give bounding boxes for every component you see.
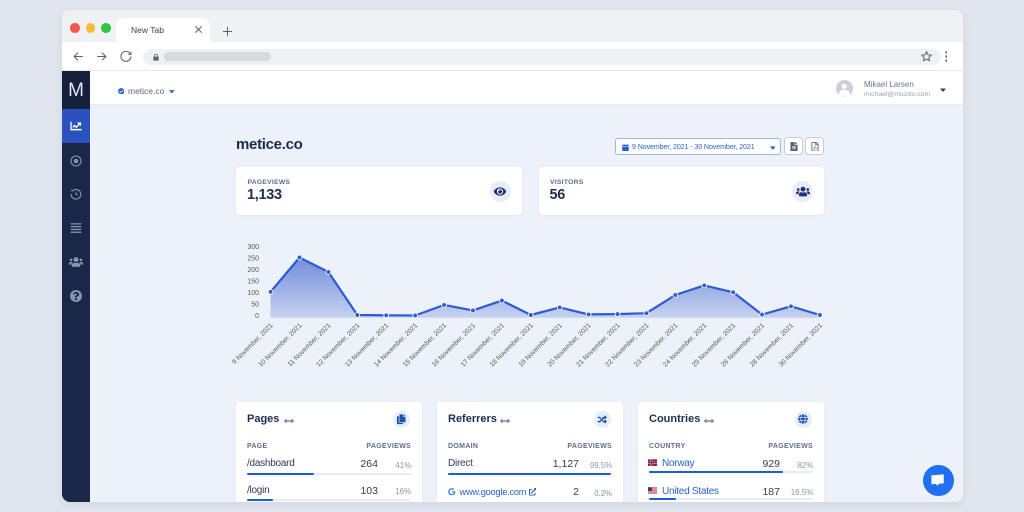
- svg-text:100: 100: [247, 290, 259, 297]
- svg-text:250: 250: [247, 256, 259, 263]
- svg-text:0: 0: [255, 313, 259, 320]
- svg-text:50: 50: [251, 302, 259, 309]
- svg-text:200: 200: [247, 267, 259, 274]
- svg-text:300: 300: [247, 244, 259, 251]
- svg-text:150: 150: [247, 279, 259, 286]
